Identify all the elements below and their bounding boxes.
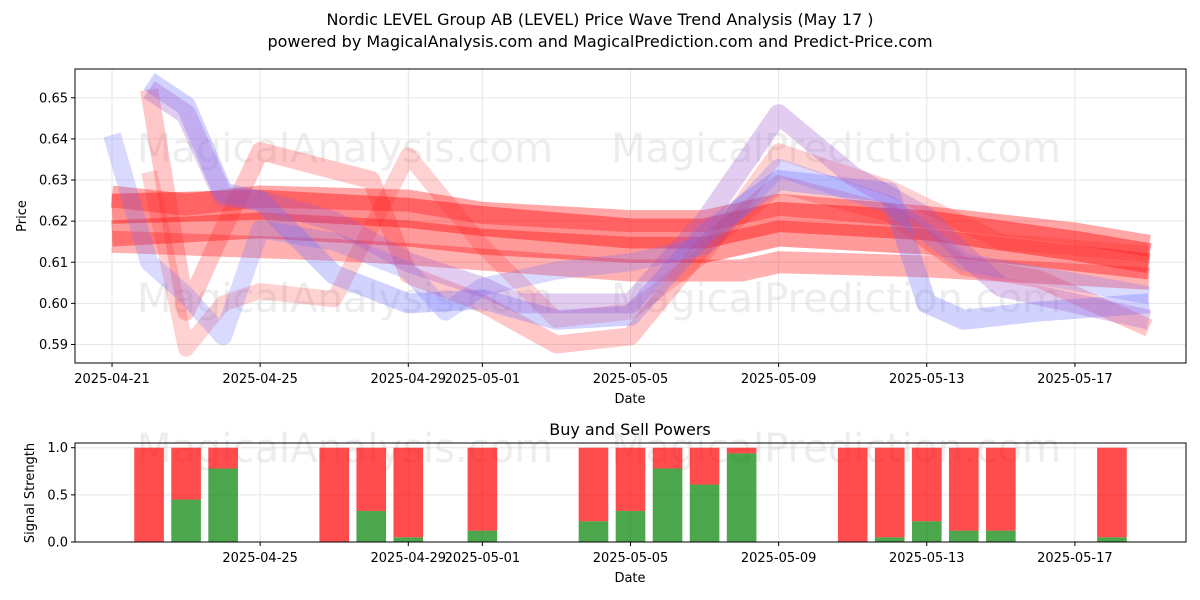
buy-power-bar (652, 468, 683, 542)
sell-power-bar (911, 447, 942, 522)
wave-line-red (141, 143, 1150, 357)
buy-power-bar (986, 530, 1016, 542)
figure-title-line1: Nordic LEVEL Group AB (LEVEL) Price Wave… (326, 10, 873, 29)
price-x-tick-label: 2025-05-05 (593, 372, 669, 387)
buy-power-bar (171, 499, 201, 542)
price-x-tick-label: 2025-04-29 (371, 372, 447, 387)
sell-power-bar (171, 447, 201, 500)
sell-power-bar (726, 447, 757, 454)
sell-power-bar (948, 447, 979, 531)
price-y-tick-label: 0.62 (39, 215, 68, 230)
price-y-tick-label: 0.61 (39, 256, 68, 271)
signal-x-tick-label: 2025-04-25 (222, 551, 298, 566)
signal-x-tick-label: 2025-05-17 (1037, 551, 1113, 566)
price-y-axis-label: Price (15, 200, 30, 232)
price-panel: MagicalAnalysis.com MagicalPrediction.co… (15, 68, 1187, 407)
price-x-axis-label: Date (614, 392, 645, 407)
signal-x-tick-label: 2025-04-29 (371, 551, 447, 566)
signal-x-tick-label: 2025-05-05 (593, 551, 669, 566)
sell-power-bar (356, 447, 387, 511)
price-x-tick-label: 2025-04-25 (222, 372, 298, 387)
price-grid (75, 69, 1186, 363)
price-y-tick-label: 0.59 (39, 338, 68, 353)
figure-title-line2: powered by MagicalAnalysis.com and Magic… (267, 32, 932, 51)
buy-power-bar (911, 521, 942, 542)
sell-power-bar (208, 447, 238, 469)
wave-line-blue (143, 72, 1150, 330)
wave-lines (103, 72, 1153, 357)
signal-x-axis-label: Date (614, 571, 645, 586)
signal-bars (134, 447, 1127, 542)
signal-y-tick-label: 0.0 (47, 536, 68, 551)
wave-line-red (111, 212, 1151, 280)
watermark-mid-left: MagicalAnalysis.com (137, 276, 553, 322)
watermark-top-left: MagicalAnalysis.com (137, 126, 553, 172)
buy-power-bar (356, 510, 387, 542)
signal-y-tick-label: 1.0 (47, 441, 68, 456)
buy-power-bar (578, 521, 609, 542)
buy-power-bar (393, 537, 424, 542)
watermark-top-right: MagicalPrediction.com (611, 126, 1061, 172)
wave-line-red (140, 88, 1153, 354)
sell-power-bar (652, 447, 683, 469)
buy-power-bar (726, 453, 757, 542)
price-y-tick-label: 0.63 (39, 174, 68, 189)
buy-power-bar (615, 510, 646, 542)
signal-y-ticks: 0.0 0.5 1.0 (47, 441, 75, 551)
price-y-ticks: 0.59 0.60 0.61 0.62 0.63 0.64 0.65 (39, 91, 75, 353)
signal-panel-title: Buy and Sell Powers (549, 420, 711, 439)
sell-power-bar (986, 447, 1016, 531)
sell-power-bar (578, 447, 609, 522)
price-x-tick-label: 2025-05-09 (741, 372, 817, 387)
price-x-ticks: 2025-04-21 2025-04-25 2025-04-292025-05-01… (74, 363, 1113, 387)
signal-y-axis-label: Signal Strength (23, 443, 38, 543)
buy-power-bar (689, 484, 720, 542)
wave-line-red (110, 185, 1151, 257)
price-x-tick-label: 2025-04-21 (74, 372, 150, 387)
sell-power-bar (467, 447, 498, 531)
wave-line-blue (103, 132, 1151, 346)
buy-power-bar (874, 537, 905, 542)
watermark-bottom-right: MagicalPrediction.com (611, 426, 1061, 472)
buy-power-bar (948, 530, 979, 542)
price-y-tick-label: 0.64 (39, 132, 68, 147)
signal-x-tick-label: 2025-05-01 (445, 551, 521, 566)
signal-x-tick-label: 2025-05-13 (889, 551, 965, 566)
price-y-tick-label: 0.65 (39, 91, 68, 106)
buy-power-bar (1097, 537, 1127, 542)
buy-power-bar (467, 530, 498, 542)
sell-power-bar (319, 447, 350, 542)
wave-line-purple (143, 81, 1152, 330)
sell-power-bar (874, 447, 905, 538)
price-y-tick-label: 0.60 (39, 297, 68, 312)
sell-power-bar (1097, 447, 1127, 538)
signal-panel: Buy and Sell Powers MagicalAnalysis.com … (23, 420, 1187, 586)
price-x-tick-label: 2025-05-13 (889, 372, 965, 387)
sell-power-bar (393, 447, 424, 538)
sell-power-bar (615, 447, 646, 511)
price-x-tick-label: 2025-05-01 (445, 372, 521, 387)
signal-x-tick-label: 2025-05-09 (741, 551, 817, 566)
price-x-tick-label: 2025-05-17 (1037, 372, 1113, 387)
sell-power-bar (689, 447, 720, 485)
buy-power-bar (208, 468, 238, 542)
sell-power-bar (837, 447, 868, 542)
wave-line-red (111, 189, 1152, 273)
signal-y-tick-label: 0.5 (47, 488, 68, 503)
watermark-mid-right: MagicalPrediction.com (611, 276, 1061, 322)
sell-power-bar (134, 447, 164, 542)
wave-line-red (111, 230, 1150, 290)
